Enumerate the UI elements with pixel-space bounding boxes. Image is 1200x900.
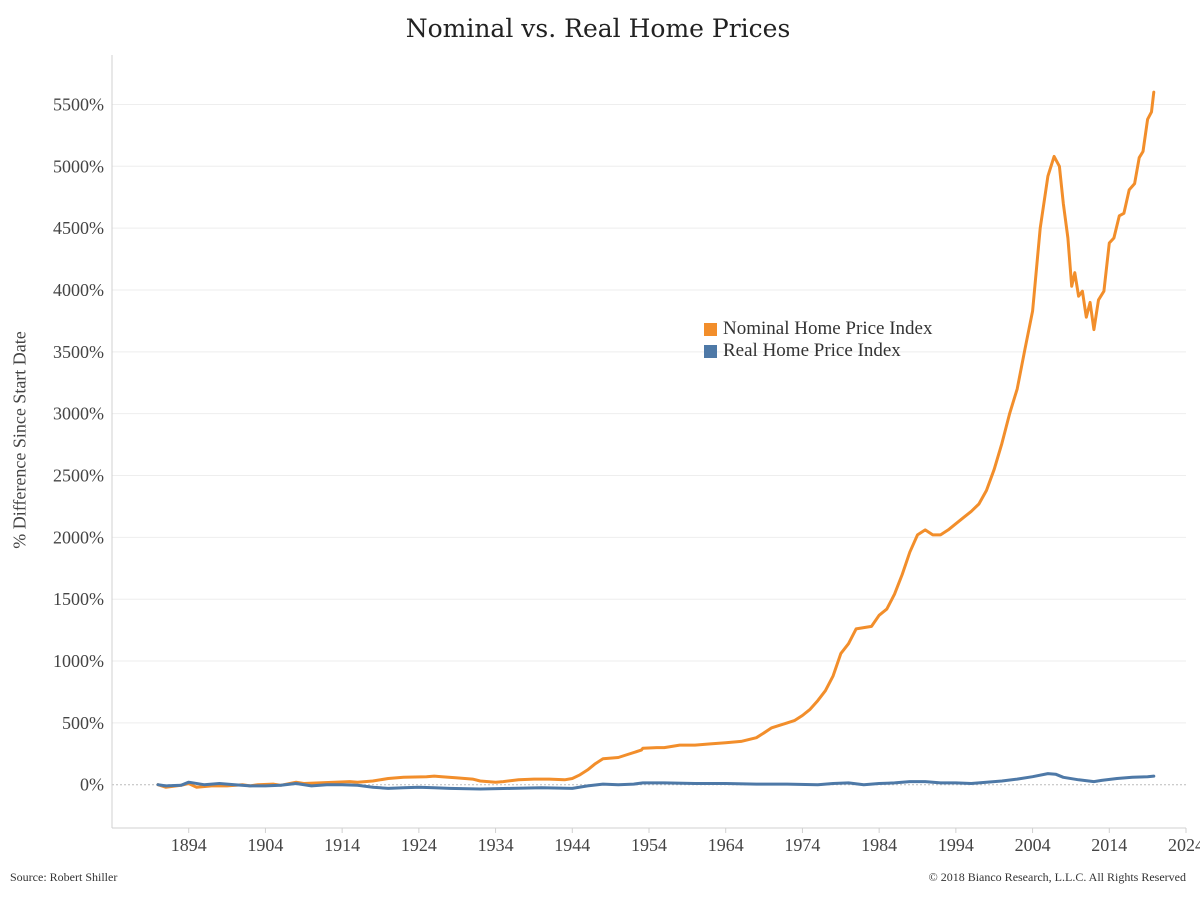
y-tick-label: 3000% <box>53 404 104 424</box>
x-tick-label: 2024 <box>1168 835 1200 855</box>
legend-label-nominal: Nominal Home Price Index <box>723 318 933 339</box>
gridlines <box>112 103 1186 786</box>
x-tick-label: 1974 <box>784 835 820 855</box>
copyright-note: © 2018 Bianco Research, L.L.C. All Right… <box>928 870 1186 884</box>
x-tick-labels: 1894 1904 1914 1924 1934 1944 1954 1964 1974 1984… <box>171 835 1200 855</box>
x-tick-label: 1934 <box>478 835 514 855</box>
x-tick-label: 1994 <box>938 835 974 855</box>
y-tick-label: 5500% <box>53 94 104 114</box>
y-tick-label: 3500% <box>53 342 104 362</box>
y-tick-label: 1000% <box>53 651 104 671</box>
x-tick-label: 1924 <box>401 835 437 855</box>
legend-swatch-real <box>704 344 717 358</box>
x-tick-label: 1944 <box>554 835 590 855</box>
axes <box>111 55 1187 833</box>
y-tick-label: 5000% <box>53 156 104 176</box>
x-tick-label: 2014 <box>1091 835 1127 855</box>
real-series-line <box>156 772 1156 791</box>
legend: Nominal Home Price Index Real Home Price… <box>704 318 932 362</box>
legend-item-real[interactable]: Real Home Price Index <box>704 340 932 362</box>
y-tick-label: 1500% <box>53 589 104 609</box>
x-tick-label: 1954 <box>631 835 667 855</box>
x-tick-label: 1964 <box>708 835 744 855</box>
nominal-series-line <box>156 90 1156 789</box>
x-tick-label: 2004 <box>1015 835 1051 855</box>
chart-title: Nominal vs. Real Home Prices <box>405 14 791 43</box>
y-tick-label: 2000% <box>53 527 104 547</box>
x-tick-label: 1904 <box>247 835 283 855</box>
legend-item-nominal[interactable]: Nominal Home Price Index <box>704 318 932 340</box>
y-tick-label: 4000% <box>53 280 104 300</box>
x-tick-label: 1984 <box>861 835 897 855</box>
series-lines <box>156 90 1156 791</box>
y-tick-label: 2500% <box>53 466 104 486</box>
y-tick-label: 500% <box>62 713 104 733</box>
source-note: Source: Robert Shiller <box>10 870 118 884</box>
y-tick-labels: 0% 500% 1000% 1500% 2000% 2500% 3000% 3500% 4000… <box>53 94 104 794</box>
y-tick-label: 0% <box>80 775 104 795</box>
x-tick-label: 1914 <box>324 835 360 855</box>
legend-label-real: Real Home Price Index <box>723 340 901 361</box>
legend-swatch-nominal <box>704 322 717 336</box>
y-tick-label: 4500% <box>53 218 104 238</box>
x-tick-label: 1894 <box>171 835 207 855</box>
